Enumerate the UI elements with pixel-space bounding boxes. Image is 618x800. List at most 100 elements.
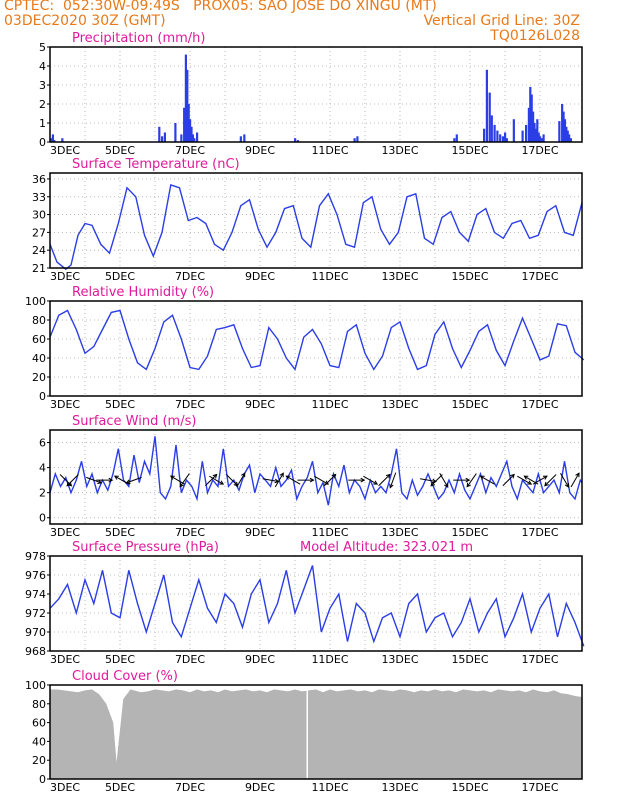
- precip-bar: [504, 132, 507, 142]
- wind-arrow-head: [66, 481, 72, 487]
- wind-arrow-shaft: [517, 475, 532, 485]
- humidity-ytick-label: 0: [39, 390, 46, 403]
- humidity-date-label: 11DEC: [311, 398, 348, 411]
- precip-bar: [191, 134, 194, 142]
- wind-arrow-head: [97, 479, 103, 484]
- precipitation-ytick-label: 0: [39, 136, 46, 149]
- precip-bar: [183, 107, 186, 142]
- wind-frame: [49, 429, 583, 525]
- pressure-line: [49, 565, 585, 647]
- pressure-date-label: 7DEC: [175, 653, 205, 666]
- precip-bar: [533, 123, 536, 142]
- wind-arrow-shaft: [204, 474, 218, 487]
- humidity-frame: [49, 300, 583, 397]
- humidity-date-label: 9DEC: [245, 398, 275, 411]
- wind-arrow-shaft: [544, 474, 557, 487]
- precip-bar: [529, 86, 532, 142]
- humidity-date-label: 7DEC: [175, 398, 205, 411]
- wind-arrow-head: [430, 481, 436, 487]
- wind-ytick-label: 4: [39, 462, 46, 475]
- wind-arrow-head: [479, 475, 485, 480]
- wind-arrow-shaft: [560, 472, 569, 488]
- temperature-ytick-label: 24: [32, 244, 46, 257]
- wind-arrow-head: [108, 477, 114, 483]
- humidity-title: Relative Humidity (%): [72, 285, 214, 300]
- humidity-date-label: 13DEC: [381, 398, 418, 411]
- wind-arrow-shaft: [439, 472, 449, 488]
- wind-arrow-head: [523, 475, 529, 480]
- precip-bar: [483, 128, 486, 142]
- wind-arrow-shaft: [378, 474, 391, 487]
- wind-arrow-head: [575, 472, 580, 478]
- precip-bar: [189, 119, 192, 142]
- precip-bar: [565, 126, 568, 142]
- wind-arrow-shaft: [66, 474, 79, 487]
- temperature-ytick-label: 30: [32, 209, 46, 222]
- pressure-ytick-label: 972: [25, 607, 46, 620]
- precip-bar: [499, 134, 502, 142]
- precip-bar: [187, 104, 190, 142]
- model-altitude: Model Altitude: 323.021 m: [300, 540, 473, 555]
- precip-bar: [239, 136, 242, 142]
- precip-bar: [53, 140, 56, 142]
- wind-arrow-head: [219, 480, 225, 485]
- humidity-date-label: 17DEC: [521, 398, 558, 411]
- humidity-ytick-label: 100: [25, 295, 46, 308]
- precip-bar: [488, 92, 491, 142]
- wind-arrow-shaft: [420, 478, 436, 483]
- temperature-frame: [49, 172, 583, 269]
- pressure-ytick-label: 974: [25, 588, 46, 601]
- precip-bar: [525, 124, 528, 142]
- precipitation-date-label: 9DEC: [245, 144, 275, 157]
- cloud-ytick-label: 0: [39, 773, 46, 786]
- pressure-date-label: 5DEC: [105, 653, 135, 666]
- wind-arrow-head: [385, 473, 391, 479]
- temperature-date-label: 9DEC: [245, 270, 275, 283]
- precip-bar: [485, 69, 488, 142]
- wind-arrow-head: [279, 472, 284, 478]
- wind-arrow-head: [179, 482, 184, 488]
- pressure-date-label: 11DEC: [311, 653, 348, 666]
- cloud-ytick-label: 40: [32, 735, 46, 748]
- precip-bar: [186, 69, 189, 142]
- precip-bar: [50, 138, 53, 142]
- wind-date-label: 13DEC: [381, 526, 418, 539]
- precip-bar: [353, 138, 356, 142]
- precipitation-ytick-label: 4: [39, 60, 46, 73]
- wind-arrow-shaft: [480, 475, 495, 485]
- wind-date-label: 7DEC: [175, 526, 205, 539]
- wind-arrow-head: [510, 473, 515, 479]
- temperature-ytick-label: 27: [32, 226, 46, 239]
- precip-bar: [184, 54, 187, 142]
- cloud-area: [49, 689, 583, 780]
- precip-bar: [505, 138, 508, 142]
- wind-arrow-head: [331, 473, 337, 479]
- precip-bar: [539, 136, 542, 142]
- precip-bar: [243, 134, 246, 142]
- temperature-line: [49, 183, 583, 271]
- precipitation-frame: [49, 46, 583, 143]
- pressure-date-label: 9DEC: [245, 653, 275, 666]
- precip-bar: [61, 138, 64, 142]
- pressure-ytick-label: 976: [25, 569, 46, 582]
- humidity-ytick-label: 80: [32, 314, 46, 327]
- cloud-title: Cloud Cover (%): [72, 669, 178, 684]
- precip-bar: [532, 111, 535, 142]
- temperature-date-label: 7DEC: [175, 270, 205, 283]
- precip-bar: [561, 104, 564, 142]
- precip-bar: [158, 126, 161, 142]
- precip-bar: [566, 130, 569, 142]
- precipitation-date-label: 13DEC: [381, 144, 418, 157]
- humidity-ytick-label: 60: [32, 333, 46, 346]
- wind-arrow-head: [544, 481, 549, 487]
- wind-arrow-head: [373, 480, 379, 485]
- precipitation-date-label: 5DEC: [105, 144, 135, 157]
- cloud-date-label: 15DEC: [451, 781, 488, 794]
- wind-arrow-shaft: [286, 475, 301, 485]
- precipitation-date-label: 7DEC: [175, 144, 205, 157]
- wind-arrow-shaft: [532, 475, 548, 485]
- pressure-ytick-label: 968: [25, 645, 46, 658]
- precip-bar: [196, 132, 199, 142]
- wind-date-label: 5DEC: [105, 526, 135, 539]
- precip-bar: [193, 138, 196, 142]
